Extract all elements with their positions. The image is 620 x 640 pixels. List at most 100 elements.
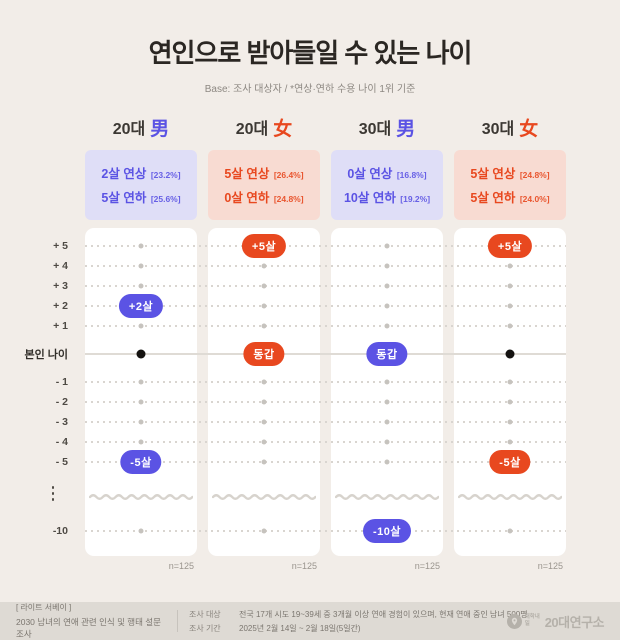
summary-percentage: [24.8%] — [519, 170, 550, 180]
summary-percentage: [16.8%] — [396, 170, 427, 180]
column-card — [454, 228, 566, 556]
data-dot — [507, 263, 513, 269]
summary-percentage: [25.6%] — [150, 194, 181, 204]
age-badge: 동갑 — [366, 342, 408, 366]
logo-prefix-text: 대학내일 — [524, 614, 540, 627]
data-dot — [261, 303, 267, 309]
logo: 대학내일 20대연구소 — [506, 612, 605, 631]
summary-age-label: 5살 연상 — [224, 167, 270, 181]
survey-target-label: 조사 대상 — [189, 609, 221, 619]
axis-tick: + 4 — [53, 260, 68, 272]
data-dot — [138, 399, 144, 405]
summary-box: 2살 연상 [23.2%] 5살 연하 [25.6%] — [85, 150, 197, 220]
summary-line: 5살 연상 [24.8%] — [470, 163, 549, 183]
data-dot — [138, 263, 144, 269]
grid-dotted-line — [85, 401, 566, 403]
page-title: 연인으로 받아들일 수 있는 나이 — [148, 38, 473, 68]
column-card — [208, 228, 320, 556]
data-dot — [261, 419, 267, 425]
survey-title: 2030 남녀의 연애 관련 인식 및 행태 설문조사 — [16, 617, 161, 639]
age-group-label: 20대 — [235, 121, 269, 138]
data-dot — [261, 399, 267, 405]
data-dot — [138, 439, 144, 445]
data-dot — [507, 379, 513, 385]
axis-tick: + 3 — [53, 280, 68, 292]
data-dot — [261, 379, 267, 385]
gender-label: 男 — [150, 118, 170, 140]
data-dot — [507, 419, 513, 425]
data-dot — [261, 528, 267, 534]
data-dot — [507, 528, 513, 534]
summary-percentage: [19.2%] — [400, 194, 431, 204]
summary-line: 0살 연하 [24.8%] — [224, 187, 303, 207]
data-dot — [384, 459, 390, 465]
axis-tick: -10 — [52, 525, 68, 537]
data-dot — [138, 323, 144, 329]
summary-age-label: 5살 연상 — [470, 167, 516, 181]
age-badge: +5살 — [487, 234, 533, 258]
data-dot — [507, 439, 513, 445]
age-badge: +5살 — [241, 234, 287, 258]
survey-period-row: 조사 기간 2025년 2월 14일 ~ 2월 18일(5일간) — [189, 623, 496, 634]
summary-percentage: [26.4%] — [273, 170, 304, 180]
wavy-break-line — [458, 494, 562, 500]
data-dot — [138, 379, 144, 385]
footer-survey-info: [ 라이트 서베이 ] 2030 남녀의 연애 관련 인식 및 행태 설문조사 — [16, 602, 166, 640]
grid-dotted-line — [85, 245, 566, 247]
survey-period-label: 조사 기간 — [189, 623, 221, 633]
grid-dotted-line — [85, 461, 566, 463]
grid-dotted-line — [85, 265, 566, 267]
grid-dotted-line — [85, 305, 566, 307]
age-badge: 동갑 — [243, 342, 285, 366]
data-dot — [138, 419, 144, 425]
summary-age-label: 0살 연상 — [347, 167, 393, 181]
axis-tick: - 2 — [55, 396, 68, 408]
logo-name-text: 20대연구소 — [544, 614, 605, 630]
data-dot — [261, 323, 267, 329]
data-dot — [261, 283, 267, 289]
data-dot — [384, 399, 390, 405]
column-header: 30대 女 — [454, 113, 566, 141]
data-dot — [138, 283, 144, 289]
summary-age-label: 10살 연하 — [343, 191, 396, 205]
summary-line: 5살 연하 [25.6%] — [101, 187, 180, 207]
gender-label: 女 — [273, 118, 293, 140]
data-dot — [507, 399, 513, 405]
axis-tick: + 1 — [53, 320, 68, 332]
age-badge: -10살 — [362, 519, 412, 543]
survey-tag: [ 라이트 서베이 ] — [16, 603, 72, 612]
footer-survey-details: 조사 대상 전국 17개 시도 19~39세 중 3개월 이상 연애 경험이 있… — [189, 609, 528, 634]
summary-line: 2살 연상 [23.2%] — [101, 163, 180, 183]
age-group-label: 30대 — [481, 121, 515, 138]
data-dot — [384, 243, 390, 249]
axis-tick: - 3 — [55, 416, 68, 428]
column-header: 30대 男 — [331, 113, 443, 141]
gender-label: 男 — [396, 118, 416, 140]
age-badge: +2살 — [118, 294, 164, 318]
age-acceptance-chart: + 5 + 4 + 3 + 2 + 1 본인 나이 - 1 - 2 - 3 - 4 - 5 -10 20… — [24, 113, 566, 571]
data-dot — [138, 528, 144, 534]
data-dot — [384, 323, 390, 329]
summary-line: 0살 연상 [16.8%] — [347, 163, 426, 183]
wavy-break-line — [335, 494, 439, 500]
summary-age-label: 0살 연하 — [224, 191, 270, 205]
summary-age-label: 5살 연하 — [101, 191, 147, 205]
data-dot — [384, 439, 390, 445]
data-dot — [384, 419, 390, 425]
survey-target-row: 조사 대상 전국 17개 시도 19~39세 중 3개월 이상 연애 경험이 있… — [189, 609, 528, 620]
column-card — [331, 228, 443, 556]
summary-line: 10살 연하 [19.2%] — [344, 187, 430, 207]
data-dot — [507, 283, 513, 289]
summary-percentage: [24.8%] — [273, 194, 304, 204]
age-badge: -5살 — [489, 450, 531, 474]
survey-target-value: 전국 17개 시도 19~39세 중 3개월 이상 연애 경험이 있으며, 현재… — [239, 609, 528, 619]
data-dot — [384, 263, 390, 269]
axis-tick: + 5 — [53, 240, 68, 252]
axis-tick: - 5 — [55, 456, 68, 468]
axis-self-age-label: 본인 나이 — [24, 349, 68, 361]
summary-line: 5살 연하 [24.0%] — [470, 187, 549, 207]
summary-percentage: [23.2%] — [150, 170, 181, 180]
data-dot — [261, 439, 267, 445]
data-dot — [138, 243, 144, 249]
sample-size: n=125 — [414, 561, 440, 571]
